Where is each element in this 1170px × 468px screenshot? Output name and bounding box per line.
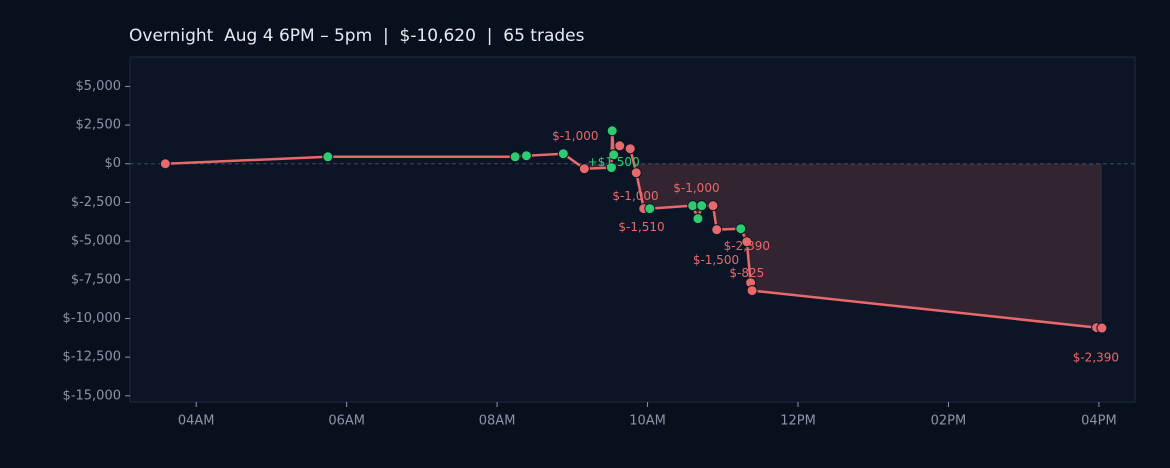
y-tick-label: $2,500 <box>76 118 122 133</box>
trade-marker <box>707 200 719 212</box>
annotation: $-1,000 <box>673 181 719 195</box>
y-tick-label: $5,000 <box>76 79 122 94</box>
y-tick-label: $-15,000 <box>63 388 121 403</box>
annotation: $-2,390 <box>724 239 770 253</box>
annotation: $-1,510 <box>618 220 664 234</box>
trade-marker <box>741 236 753 248</box>
x-tick-label: 10AM <box>629 414 666 429</box>
drawdown-area <box>165 163 1102 329</box>
y-tick-label: $-12,500 <box>63 350 121 365</box>
trade-marker <box>614 140 626 152</box>
plot-area <box>129 56 1136 403</box>
annotation: $-825 <box>729 266 764 280</box>
x-tick-label: 02PM <box>931 414 967 429</box>
trade-marker <box>696 200 708 212</box>
x-tick-label: 08AM <box>479 414 516 429</box>
trade-marker <box>644 203 656 215</box>
annotation: $-1,000 <box>552 129 598 143</box>
x-tick-label: 06AM <box>328 414 365 429</box>
x-tick-label: 12PM <box>780 414 816 429</box>
trade-marker <box>322 151 334 163</box>
trade-marker <box>557 148 569 160</box>
annotation: $-1,500 <box>693 253 739 267</box>
trade-marker <box>608 149 620 161</box>
trade-marker <box>692 213 704 225</box>
y-tick-label: $-2,500 <box>71 195 121 210</box>
y-tick-label: $0 <box>104 156 121 171</box>
annotation: +$1,500 <box>588 155 640 169</box>
x-tick-label: 04PM <box>1081 414 1117 429</box>
annotation: $-1,000 <box>612 189 658 203</box>
trade-marker <box>687 200 699 212</box>
trade-marker <box>746 285 758 297</box>
trade-marker <box>520 150 532 162</box>
trade-marker <box>606 125 618 137</box>
y-tick-label: $-7,500 <box>71 272 121 287</box>
y-tick-label: $-5,000 <box>71 234 121 249</box>
annotation: $-2,390 <box>1073 351 1119 365</box>
trade-marker <box>1096 322 1108 334</box>
chart-title: Overnight Aug 4 6PM – 5pm | $-10,620 | 6… <box>129 26 585 46</box>
trade-marker <box>159 158 171 170</box>
trade-marker <box>578 163 590 175</box>
trade-marker <box>605 162 617 174</box>
y-tick-label: $-10,000 <box>63 311 121 326</box>
x-tick-label: 04AM <box>178 414 215 429</box>
trade-marker <box>624 143 636 155</box>
trade-marker <box>735 223 747 235</box>
trade-marker <box>711 224 723 236</box>
trade-marker <box>509 151 521 163</box>
trade-marker <box>630 167 642 179</box>
